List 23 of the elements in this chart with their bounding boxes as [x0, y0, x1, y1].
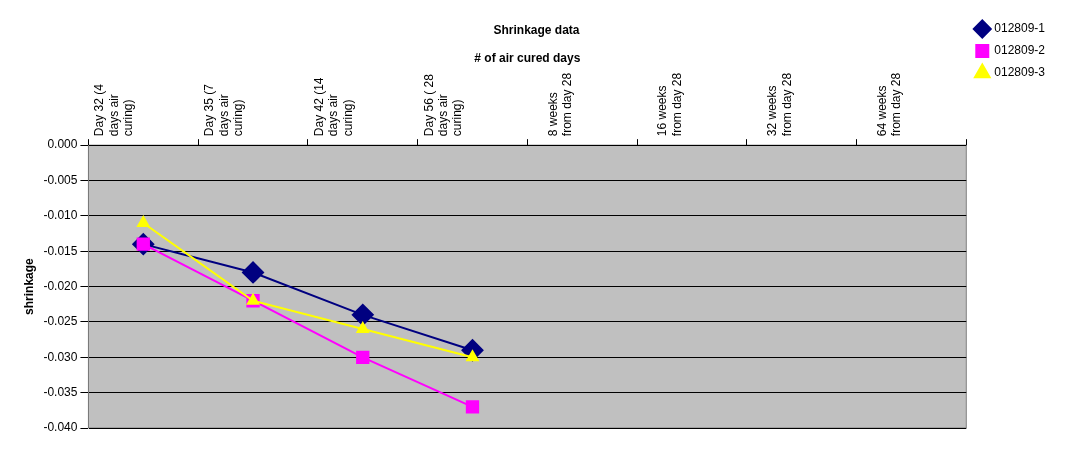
y-tick-label: -0.035	[43, 384, 78, 399]
x-axis-title: # of air cured days	[474, 50, 581, 65]
y-tick-label: 0.000	[47, 137, 78, 152]
y-tick-label: -0.020	[43, 278, 78, 293]
y-tick-label: -0.010	[43, 208, 78, 223]
y-tick-label: -0.030	[43, 349, 78, 364]
y-tick-label: -0.005	[43, 172, 78, 187]
legend-label: 012809-2	[994, 43, 1046, 58]
x-tick-label: Day 56 ( 28 days air curing)	[421, 73, 465, 137]
x-tick-label: 64 weeks from day 28	[874, 72, 904, 137]
x-tick-label: Day 35 (7 days air curing)	[202, 83, 245, 137]
x-tick-label: Day 32 (4 days air curing)	[92, 83, 136, 137]
y-axis-title: shrinkage	[21, 257, 36, 315]
y-tick-label: -0.040	[43, 420, 78, 435]
legend-label: 012809-3	[994, 65, 1046, 80]
legend-label: 012809-1	[994, 21, 1046, 36]
y-tick-label: -0.015	[43, 243, 78, 258]
x-tick-label: Day 42 (14 days air curing)	[311, 77, 355, 137]
x-tick-label: 32 weeks from day 28	[765, 72, 794, 137]
x-tick-label: 8 weeks from day 28	[545, 72, 575, 137]
chart-title: Shrinkage data	[493, 22, 580, 37]
y-tick-label: -0.025	[43, 314, 78, 329]
x-tick-label: 16 weeks from day 28	[655, 72, 684, 137]
